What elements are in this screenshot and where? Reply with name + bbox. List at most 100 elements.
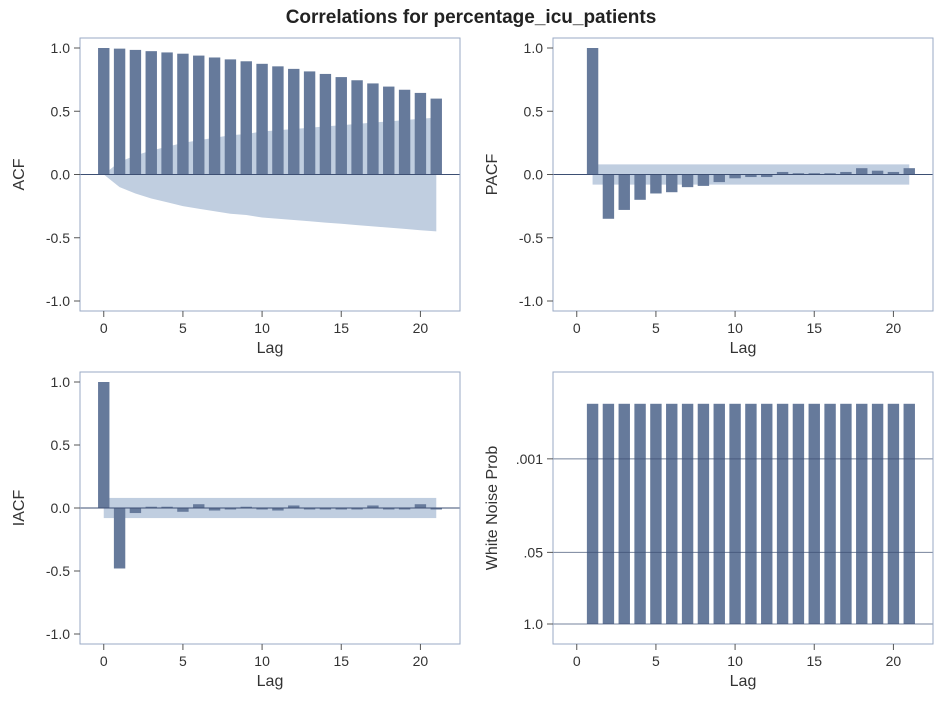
bar-lag-4 — [161, 52, 173, 175]
bar-lag-10 — [256, 63, 268, 175]
bar-lag-9 — [240, 61, 252, 175]
bar-lag-2 — [602, 403, 615, 624]
bar-lag-16 — [824, 403, 836, 624]
bar-lag-3 — [618, 403, 630, 624]
bar-lag-16 — [351, 80, 363, 175]
bar-lag-7 — [681, 174, 694, 188]
y-tick-label: -1.0 — [46, 293, 70, 309]
x-tick-label: 10 — [254, 653, 270, 669]
bar-lag-13 — [776, 171, 789, 175]
bar-lag-14 — [792, 173, 805, 175]
bar-lag-5 — [177, 508, 189, 512]
x-tick-label: 5 — [652, 653, 660, 669]
bar-lag-13 — [776, 403, 789, 624]
bar-lag-15 — [808, 173, 820, 175]
bar-lag-20 — [414, 504, 427, 508]
y-tick-label: 1.0 — [51, 40, 71, 56]
x-tick-label: 5 — [179, 653, 187, 669]
bar-lag-12 — [288, 68, 300, 175]
bar-lag-14 — [319, 73, 332, 175]
x-tick-label: 15 — [333, 320, 349, 336]
bar-lag-4 — [634, 403, 646, 624]
bar-lag-8 — [224, 508, 237, 510]
bar-lag-12 — [288, 505, 300, 508]
y-tick-label: 0.0 — [51, 500, 71, 516]
bar-lag-18 — [383, 508, 395, 510]
x-tick-label: 10 — [727, 320, 743, 336]
bar-lag-15 — [335, 77, 347, 175]
x-tick-label: 0 — [100, 320, 108, 336]
bar-lag-15 — [335, 508, 347, 510]
panel-pacf — [547, 37, 934, 317]
y-tick-label: -1.0 — [519, 293, 543, 309]
bar-lag-15 — [808, 403, 820, 624]
bar-lag-0 — [98, 48, 110, 175]
bar-lag-11 — [745, 403, 757, 624]
y-tick-label: 0.0 — [51, 167, 71, 183]
x-tick-label: 10 — [727, 653, 743, 669]
bar-lag-14 — [319, 508, 332, 510]
bar-lag-11 — [272, 66, 284, 175]
x-tick-label: 15 — [806, 653, 822, 669]
bar-lag-17 — [840, 171, 852, 175]
panel-acf — [74, 37, 461, 317]
bar-lag-13 — [303, 508, 316, 510]
bar-lag-9 — [240, 506, 252, 509]
bar-lag-7 — [208, 508, 221, 511]
bar-lag-10 — [729, 403, 741, 624]
bar-lag-17 — [840, 403, 852, 624]
x-tick-label: 15 — [806, 320, 822, 336]
bar-lag-10 — [256, 508, 268, 510]
bar-lag-9 — [713, 403, 725, 624]
x-axis-label: Lag — [730, 340, 757, 357]
bar-lag-7 — [681, 403, 694, 624]
bar-lag-8 — [697, 174, 710, 186]
bar-lag-5 — [177, 53, 189, 175]
x-tick-label: 20 — [413, 653, 429, 669]
y-tick-label: 0.5 — [524, 103, 544, 119]
bar-lag-3 — [618, 174, 630, 210]
y-axis-label: IACF — [11, 490, 28, 527]
bar-lag-21 — [903, 168, 915, 175]
y-tick-label: .05 — [524, 544, 544, 560]
y-tick-label: 1.0 — [524, 40, 544, 56]
bar-lag-18 — [383, 86, 395, 175]
x-tick-label: 0 — [573, 653, 581, 669]
bar-lag-18 — [856, 168, 868, 175]
bar-lag-11 — [745, 174, 757, 178]
bar-lag-19 — [398, 89, 411, 175]
bar-lag-21 — [903, 403, 915, 624]
y-axis-label: White Noise Prob — [484, 446, 501, 571]
x-tick-label: 5 — [179, 320, 187, 336]
bar-lag-16 — [824, 173, 836, 175]
bar-lag-1 — [113, 508, 126, 569]
bar-lag-6 — [666, 403, 678, 624]
bar-lag-9 — [713, 174, 725, 183]
x-tick-label: 20 — [886, 653, 902, 669]
bar-lag-10 — [729, 174, 741, 179]
bar-lag-4 — [161, 506, 173, 509]
panel-wn — [547, 371, 934, 650]
bar-lag-21 — [430, 508, 442, 510]
figure-title: Correlations for percentage_icu_patients — [285, 7, 657, 28]
bar-lag-18 — [856, 403, 868, 624]
bar-lag-12 — [761, 403, 773, 624]
y-tick-label: -0.5 — [46, 230, 70, 246]
bar-lag-20 — [887, 171, 900, 175]
bar-lag-7 — [208, 57, 221, 175]
bar-lag-6 — [193, 504, 205, 508]
y-tick-label: .001 — [516, 451, 543, 467]
bar-lag-3 — [145, 506, 157, 509]
x-tick-label: 15 — [333, 653, 349, 669]
x-tick-label: 20 — [886, 320, 902, 336]
bar-lag-5 — [650, 403, 662, 624]
x-tick-label: 10 — [254, 320, 270, 336]
bar-lag-20 — [414, 92, 427, 175]
bar-lag-21 — [430, 98, 442, 175]
bar-lag-1 — [113, 48, 126, 175]
bar-lag-19 — [871, 170, 884, 175]
y-tick-label: -0.5 — [46, 563, 70, 579]
bar-lag-11 — [272, 508, 284, 511]
y-tick-label: 0.0 — [524, 167, 544, 183]
